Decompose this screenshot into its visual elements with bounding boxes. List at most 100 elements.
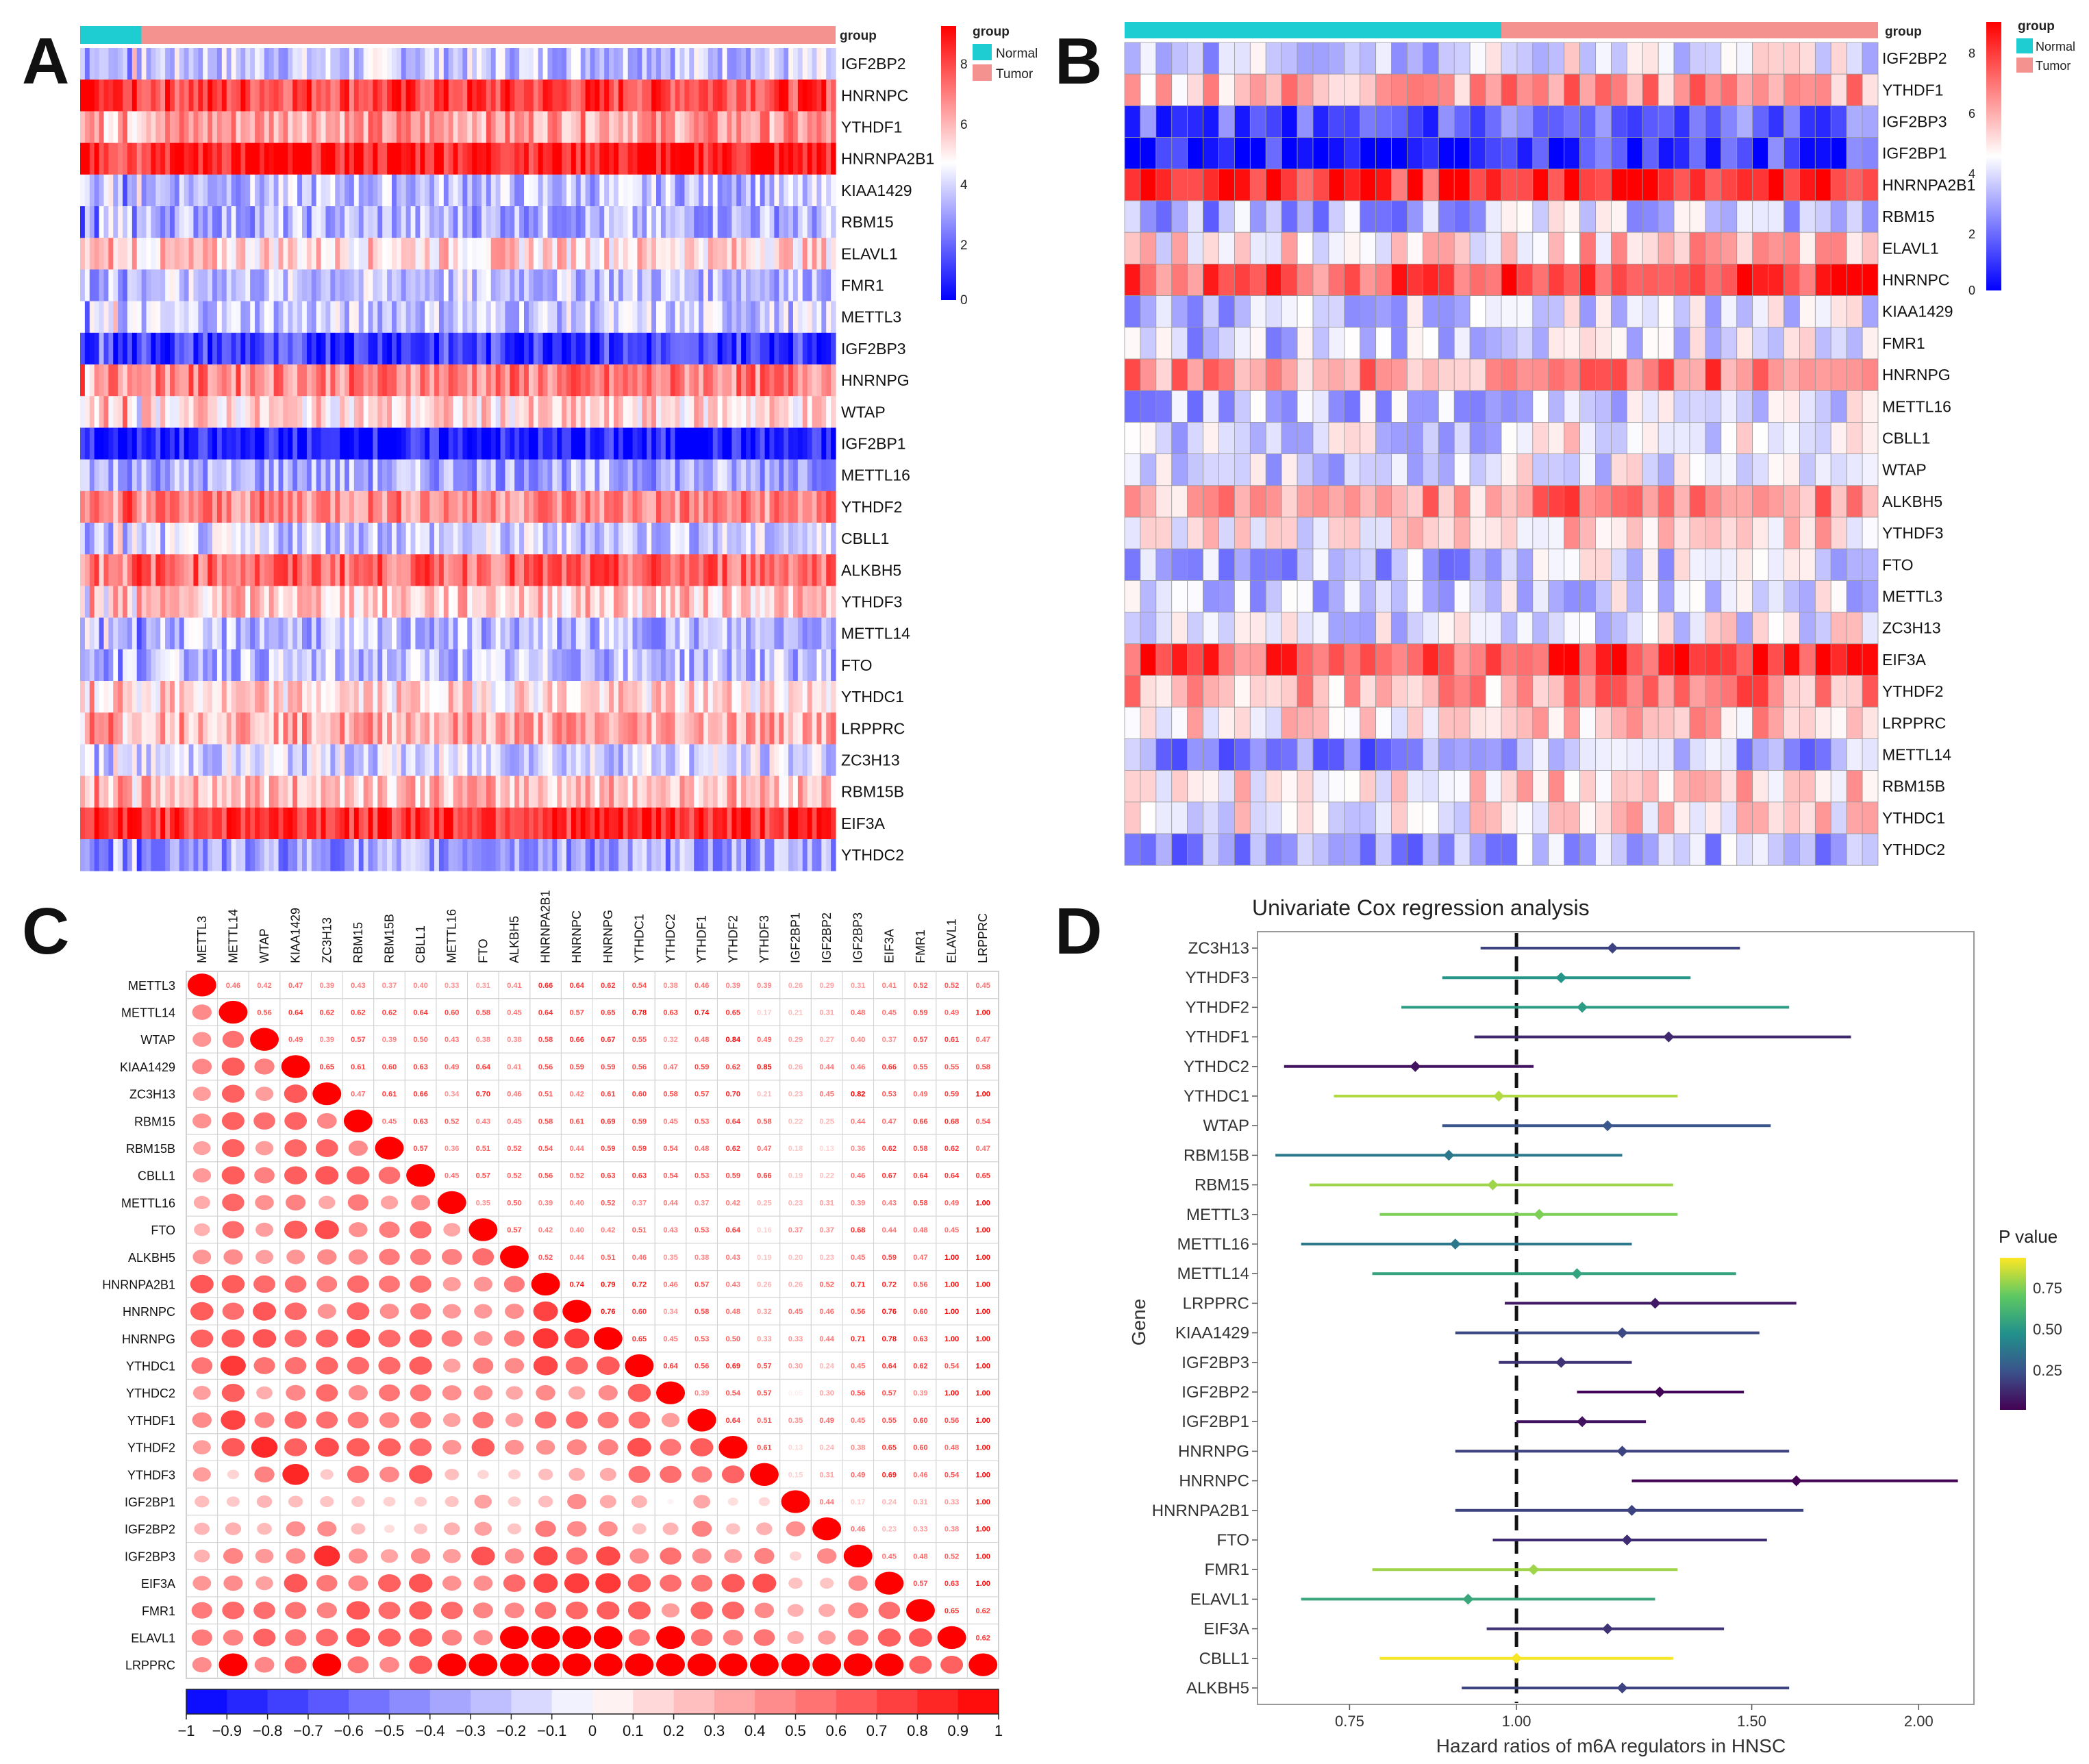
panel-a-heatmap-cell (585, 681, 591, 713)
panel-a-heatmap-cell (562, 523, 567, 555)
panel-a-heatmap-cell (245, 301, 251, 334)
panel-b-heatmap-cell (1423, 232, 1439, 264)
panel-a-heatmap-cell (528, 427, 534, 460)
panel-b-heatmap-cell (1234, 454, 1251, 486)
panel-a-heatmap-cell (325, 48, 331, 80)
panel-a-heatmap-cell (410, 332, 416, 365)
panel-a-heatmap-cell (623, 490, 629, 523)
panel-a-heatmap-cell (89, 681, 95, 713)
panel-b-heatmap-cell (1360, 390, 1377, 423)
panel-a-heatmap-cell (141, 712, 147, 745)
panel-a-heatmap-cell (486, 807, 492, 840)
panel-a-heatmap-cell (760, 269, 766, 302)
panel-b-heatmap-cell (1234, 358, 1251, 391)
panel-a-heatmap-cell (302, 839, 308, 871)
panel-a-heatmap-cell (146, 48, 151, 80)
panel-a-heatmap-cell (797, 206, 803, 238)
panel-a-heatmap-cell (425, 459, 430, 492)
panel-a-heatmap-cell (736, 681, 742, 713)
panel-a-heatmap-cell (816, 427, 822, 460)
panel-a-heatmap-cell (160, 523, 166, 555)
panel-b-heatmap-cell (1752, 73, 1768, 106)
panel-a-heatmap-cell (807, 523, 813, 555)
panel-a-heatmap-cell (656, 174, 662, 207)
panel-a-heatmap-cell (349, 238, 355, 270)
panel-a-heatmap-cell (84, 206, 90, 238)
panel-a-heatmap-cell (255, 396, 260, 428)
panel-a-heatmap-cell (637, 238, 642, 270)
panel-a-heatmap-cell (155, 775, 161, 808)
panel-b-heatmap-cell (1752, 422, 1768, 455)
panel-b-heatmap-cell (1673, 42, 1690, 75)
panel-a-heatmap-cell (585, 775, 591, 808)
panel-a-heatmap-cell (94, 523, 100, 555)
panel-a-heatmap-cell (557, 744, 562, 777)
panel-a-heatmap-cell (717, 554, 723, 586)
panel-a-heatmap-cell (821, 586, 827, 619)
panel-a-heatmap-cell (155, 744, 161, 777)
panel-a-heatmap-cell (712, 681, 718, 713)
panel-a-heatmap-cell (599, 617, 605, 650)
panel-a-heatmap-cell (826, 364, 831, 397)
panel-a-heatmap-cell (764, 775, 771, 808)
panel-a-heatmap-cell (505, 174, 510, 207)
panel-a-heatmap-cell (420, 48, 425, 80)
panel-a-heatmap-cell (80, 396, 86, 428)
panel-a-heatmap-cell (490, 490, 497, 523)
panel-a-heatmap-cell (391, 839, 397, 871)
panel-b-heatmap-cell (1140, 454, 1157, 486)
panel-a-heatmap-cell (562, 79, 567, 112)
panel-a-heatmap-cell (547, 554, 553, 586)
panel-a-heatmap-cell (396, 807, 402, 840)
panel-a-heatmap-cell (557, 79, 562, 112)
panel-a-heatmap-cell (453, 396, 459, 428)
panel-a-heatmap-cell (538, 174, 544, 207)
panel-a-heatmap-cell (651, 554, 657, 586)
panel-a-heatmap-cell (396, 681, 402, 713)
panel-a-heatmap-cell (273, 174, 279, 207)
panel-a-heatmap-cell (481, 523, 487, 555)
panel-a-heatmap-cell (387, 427, 392, 460)
panel-a-heatmap-cell (264, 48, 270, 80)
panel-a-heatmap-cell (604, 301, 610, 334)
panel-b-heatmap-cell (1595, 263, 1612, 296)
panel-a-heatmap-cell (198, 79, 203, 112)
panel-b-heatmap-row (1124, 263, 1879, 296)
panel-a-heatmap-cell (273, 839, 279, 871)
panel-a-heatmap-cell (462, 649, 468, 682)
panel-a-heatmap-cell (443, 269, 449, 302)
panel-b-heatmap-cell (1249, 200, 1266, 233)
panel-a-heatmap-cell (708, 490, 714, 523)
panel-a-heatmap-cell (94, 459, 100, 492)
panel-a-heatmap-cell (231, 48, 237, 80)
panel-a-heatmap-cell (151, 712, 156, 745)
panel-a-heatmap-cell (89, 586, 95, 619)
panel-a-heatmap-cell (377, 301, 383, 334)
panel-b-heatmap-cell (1423, 422, 1439, 455)
panel-a-heatmap-cell (552, 111, 558, 144)
panel-a-heatmap-cell (580, 427, 586, 460)
panel-a-heatmap-cell (429, 649, 435, 682)
panel-a-heatmap-cell (368, 523, 374, 555)
panel-a-heatmap-cell (415, 586, 421, 619)
panel-a-heatmap-cell (821, 490, 827, 523)
panel-a-heatmap-cell (368, 459, 374, 492)
panel-a-heatmap-cell (769, 681, 775, 713)
panel-a-heatmap-cell (788, 649, 794, 682)
panel-a-heatmap-cell (665, 807, 671, 840)
panel-a-heatmap-cell (311, 459, 317, 492)
panel-a-heatmap-cell (486, 490, 492, 523)
panel-a-heatmap-cell (575, 617, 581, 650)
panel-a-heatmap-cell (420, 807, 425, 840)
panel-a-heatmap-cell (302, 586, 308, 619)
panel-a-heatmap-cell (132, 523, 138, 555)
panel-a-heatmap-cell (151, 586, 156, 619)
panel-a-heatmap-cell (132, 301, 138, 334)
panel-a-heatmap-cell (349, 617, 355, 650)
panel-a-heatmap-cell (123, 427, 128, 460)
panel-a-heatmap-cell (169, 681, 175, 713)
panel-a-heatmap-cell (240, 744, 246, 777)
panel-a-heatmap-cell (89, 238, 95, 270)
panel-a-heatmap-cell (712, 301, 718, 334)
panel-a-heatmap-cell (240, 427, 246, 460)
